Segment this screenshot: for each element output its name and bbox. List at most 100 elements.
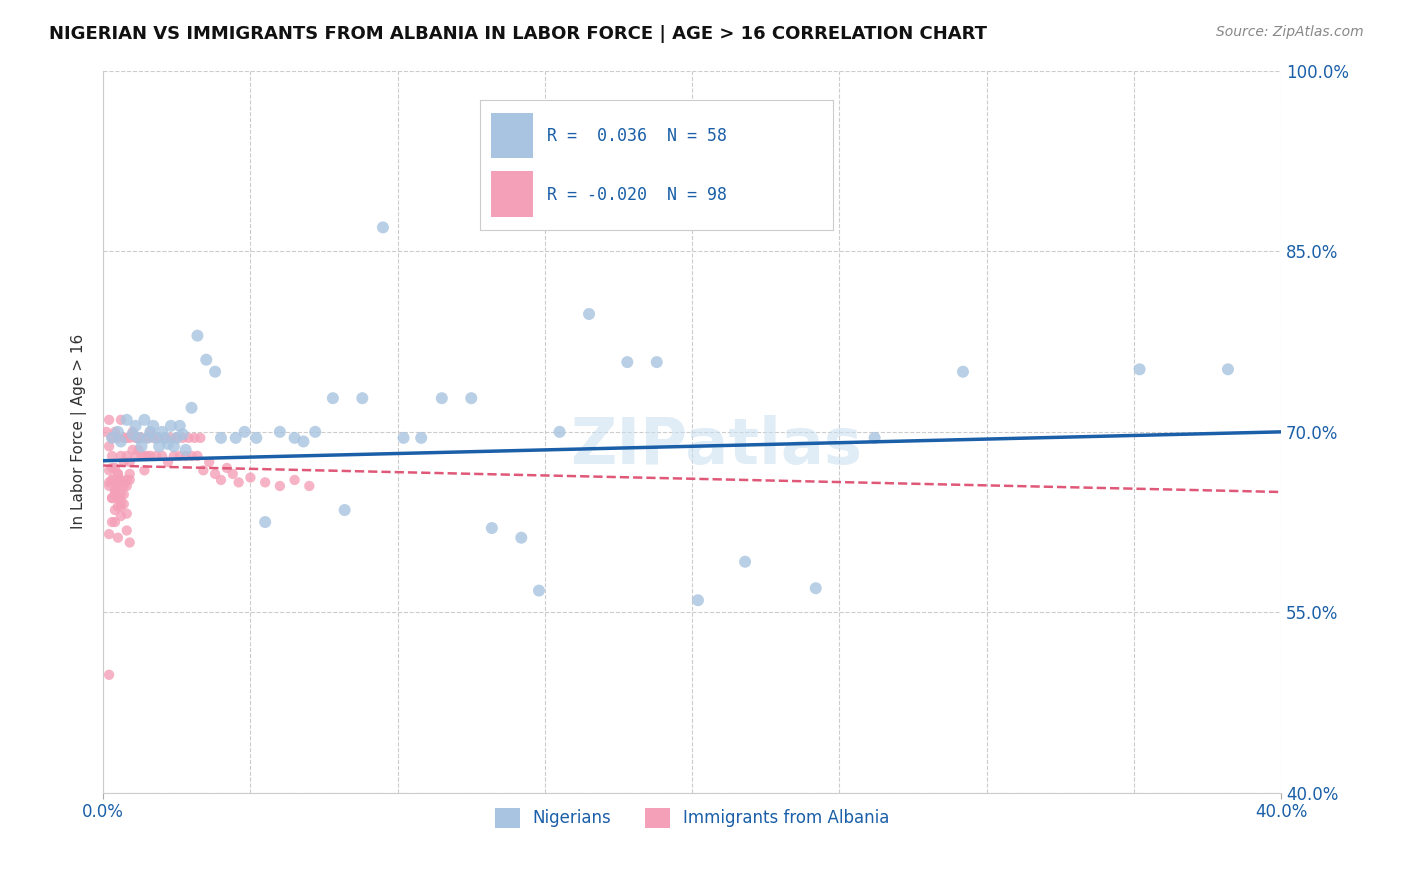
Point xyxy=(115,473,138,487)
Point xyxy=(284,473,307,487)
Point xyxy=(166,431,188,445)
Point xyxy=(110,494,132,508)
Point xyxy=(616,355,638,369)
Point xyxy=(142,431,165,445)
Point xyxy=(239,470,262,484)
Point xyxy=(110,449,132,463)
Point xyxy=(169,418,191,433)
Point xyxy=(228,475,250,490)
Point xyxy=(98,463,121,477)
Point xyxy=(269,479,291,493)
Point xyxy=(131,439,153,453)
Point xyxy=(333,503,356,517)
Point xyxy=(209,431,232,445)
Point xyxy=(107,467,129,481)
Point xyxy=(134,413,156,427)
Point xyxy=(292,434,315,449)
Point xyxy=(163,449,186,463)
Point xyxy=(107,491,129,505)
Point xyxy=(145,431,167,445)
Point xyxy=(118,467,141,481)
Point xyxy=(645,355,668,369)
Point xyxy=(245,431,267,445)
Point xyxy=(527,583,550,598)
Point xyxy=(269,425,291,439)
Point xyxy=(510,531,533,545)
Point xyxy=(118,455,141,469)
Point xyxy=(177,431,200,445)
Point xyxy=(124,431,146,445)
Point xyxy=(215,461,238,475)
Point xyxy=(107,425,129,439)
Point xyxy=(115,479,138,493)
Point xyxy=(148,439,170,453)
Point xyxy=(1129,362,1152,376)
Point xyxy=(150,425,173,439)
Point xyxy=(104,483,127,497)
Point xyxy=(174,449,197,463)
Point xyxy=(104,515,127,529)
Point xyxy=(128,431,150,445)
Point xyxy=(863,431,886,445)
Point xyxy=(112,487,135,501)
Point xyxy=(98,667,121,681)
Point xyxy=(169,449,191,463)
Point xyxy=(183,431,205,445)
Point xyxy=(160,418,183,433)
Point xyxy=(115,524,138,538)
Point xyxy=(322,391,344,405)
Point xyxy=(112,431,135,445)
Point xyxy=(172,427,194,442)
Point xyxy=(96,425,118,439)
Point xyxy=(139,425,162,439)
Point xyxy=(104,503,127,517)
Point xyxy=(115,507,138,521)
Point xyxy=(430,391,453,405)
Point xyxy=(98,413,121,427)
Point xyxy=(156,455,179,469)
Point xyxy=(131,449,153,463)
Point xyxy=(134,449,156,463)
Point xyxy=(163,439,186,453)
Point xyxy=(112,455,135,469)
Point xyxy=(160,431,183,445)
Point xyxy=(734,555,756,569)
Point xyxy=(193,463,215,477)
Point xyxy=(104,485,127,500)
Point xyxy=(952,365,974,379)
Point xyxy=(195,352,218,367)
Point xyxy=(150,449,173,463)
Point xyxy=(118,535,141,549)
Point xyxy=(180,449,202,463)
Point xyxy=(411,431,433,445)
Point xyxy=(110,413,132,427)
Point xyxy=(578,307,600,321)
Point xyxy=(156,437,179,451)
Point xyxy=(1216,362,1239,376)
Point xyxy=(107,467,129,481)
Point xyxy=(101,431,124,445)
Point xyxy=(190,431,212,445)
Point xyxy=(124,418,146,433)
Point xyxy=(142,418,165,433)
Point xyxy=(112,479,135,493)
Point xyxy=(104,487,127,501)
Point xyxy=(371,220,394,235)
Point xyxy=(101,431,124,445)
Point xyxy=(110,434,132,449)
Point xyxy=(128,431,150,445)
Point xyxy=(121,427,143,442)
Point xyxy=(172,431,194,445)
Point xyxy=(107,531,129,545)
Point xyxy=(166,431,188,445)
Point xyxy=(254,475,277,490)
Point xyxy=(548,425,571,439)
Point xyxy=(145,449,167,463)
Point xyxy=(284,431,307,445)
Text: ZIPatlas: ZIPatlas xyxy=(569,416,862,477)
Point xyxy=(118,473,141,487)
Point xyxy=(101,515,124,529)
Text: NIGERIAN VS IMMIGRANTS FROM ALBANIA IN LABOR FORCE | AGE > 16 CORRELATION CHART: NIGERIAN VS IMMIGRANTS FROM ALBANIA IN L… xyxy=(49,25,987,43)
Point xyxy=(136,431,159,445)
Point xyxy=(107,475,129,490)
